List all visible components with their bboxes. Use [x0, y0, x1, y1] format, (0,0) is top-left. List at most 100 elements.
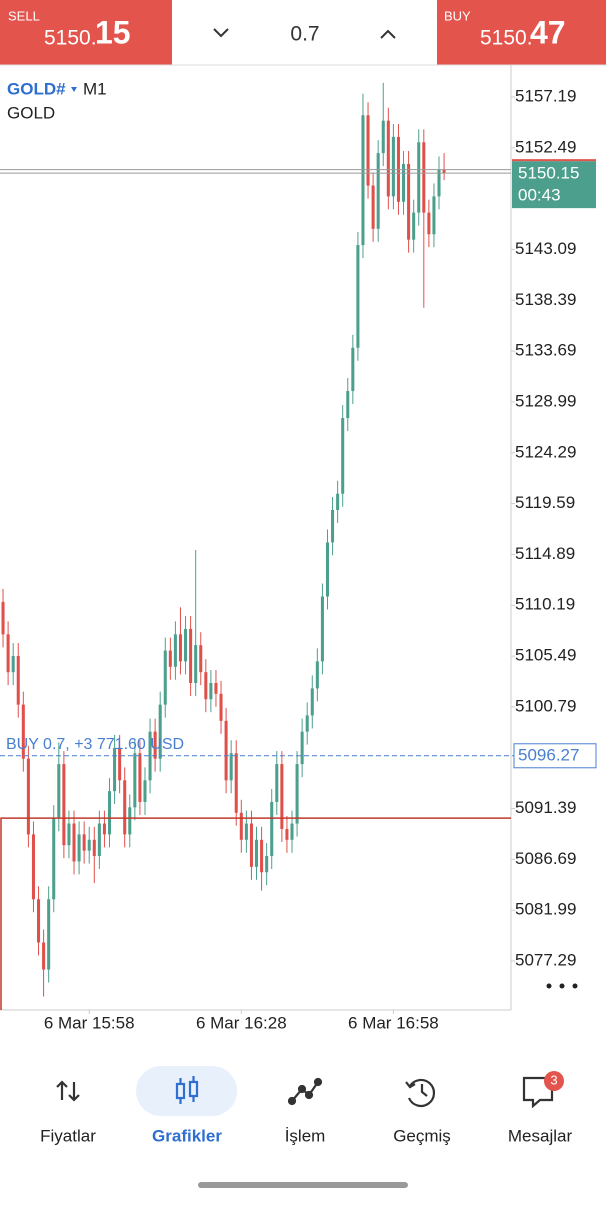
- candle-body: [204, 672, 208, 700]
- candle-body: [143, 780, 147, 802]
- candle-body: [67, 823, 71, 846]
- candle-body: [300, 731, 304, 765]
- candle-body: [37, 899, 41, 943]
- nav-label[interactable]: İşlem: [285, 1126, 326, 1145]
- timeframe: M1: [83, 79, 107, 98]
- sell-label: SELL: [8, 8, 40, 23]
- nav-label[interactable]: Grafikler: [152, 1126, 222, 1145]
- candle-body: [407, 163, 411, 240]
- candle-body: [280, 764, 284, 829]
- candle-body: [234, 753, 238, 813]
- candle-body: [148, 731, 152, 781]
- candle-body: [214, 682, 218, 694]
- candle-body: [341, 418, 345, 494]
- candle-body: [102, 823, 106, 835]
- candle-body: [47, 899, 51, 970]
- candle-body: [11, 655, 15, 673]
- y-tick-label: 5077.29: [515, 950, 576, 969]
- nav-icon-charts[interactable]: [175, 1076, 199, 1104]
- level-line: [0, 817, 511, 1010]
- candle-body: [21, 704, 25, 759]
- volume-up[interactable]: [380, 29, 396, 39]
- countdown: 00:43: [518, 186, 561, 205]
- candle-body: [77, 834, 81, 862]
- candle-body: [194, 645, 198, 683]
- sell-price-main: 5150.: [44, 27, 97, 50]
- candle-body: [285, 828, 289, 840]
- candle-body: [118, 747, 122, 781]
- candle-body: [315, 661, 319, 689]
- y-tick-label: 5110.19: [515, 595, 575, 614]
- candle-body: [62, 764, 66, 846]
- y-tick-label: 5128.99: [515, 391, 576, 410]
- sell-button[interactable]: [0, 0, 172, 65]
- candle-body: [92, 839, 96, 857]
- buy-label: BUY: [444, 8, 471, 23]
- nav-icon-quotes[interactable]: [56, 1080, 80, 1102]
- x-tick-label: 6 Mar 15:58: [44, 1013, 135, 1032]
- candle-body: [361, 115, 365, 246]
- candle-body: [295, 764, 299, 824]
- candle-body: [356, 245, 360, 348]
- more-dot[interactable]: [572, 983, 578, 989]
- x-tick-label: 6 Mar 16:58: [348, 1013, 439, 1032]
- x-tick-label: 6 Mar 16:28: [196, 1013, 287, 1032]
- candle-body: [310, 688, 314, 716]
- sell-price-pips: 15: [95, 14, 131, 50]
- y-tick-label: 5133.69: [515, 341, 576, 360]
- bid-box-top: [512, 159, 596, 162]
- candle-body: [320, 596, 324, 662]
- candle-body: [173, 634, 177, 667]
- candle-body: [376, 153, 380, 229]
- candle-body: [325, 542, 330, 597]
- candle-body: [391, 136, 395, 197]
- y-tick-label: 5081.99: [515, 900, 576, 919]
- y-tick-label: 5119.59: [515, 493, 575, 512]
- nav-icon-trade[interactable]: [287, 1077, 323, 1106]
- candle-body: [260, 839, 264, 873]
- candle-body: [184, 628, 188, 662]
- more-dot[interactable]: [559, 983, 565, 989]
- bid-price: 5150.15: [518, 164, 579, 183]
- y-tick-label: 5105.49: [515, 646, 576, 665]
- candle-body: [97, 823, 101, 857]
- symbol[interactable]: GOLD#: [7, 79, 66, 98]
- candle-body: [371, 185, 375, 229]
- y-tick-label: 5100.79: [515, 696, 576, 715]
- volume-down[interactable]: [213, 28, 229, 38]
- candle-body: [16, 655, 20, 705]
- candle-body: [57, 764, 61, 819]
- candle-body: [427, 212, 431, 235]
- candle-body: [366, 115, 370, 186]
- nav-label[interactable]: Fiyatlar: [40, 1126, 96, 1145]
- y-tick-label: 5114.89: [515, 544, 575, 563]
- candle-body: [336, 493, 340, 510]
- description: GOLD: [7, 103, 55, 122]
- nav-active-pill: [136, 1066, 237, 1116]
- candle-body: [209, 682, 213, 700]
- candle-body: [437, 169, 441, 197]
- bid-box: [512, 161, 596, 209]
- y-tick-label: 5086.69: [515, 849, 576, 868]
- candle-body: [422, 142, 426, 213]
- candle-body: [72, 823, 76, 862]
- volume[interactable]: 0.7: [290, 23, 319, 46]
- buy-button[interactable]: [437, 0, 606, 65]
- nav-label[interactable]: Mesajlar: [508, 1126, 573, 1145]
- nav-icon-history[interactable]: [405, 1078, 436, 1108]
- candle-body: [168, 650, 172, 667]
- nav-label[interactable]: Geçmiş: [393, 1126, 451, 1145]
- symbol-dropdown[interactable]: [71, 87, 77, 92]
- candle-body: [351, 347, 355, 392]
- candle-body: [87, 839, 91, 851]
- candle-body: [239, 812, 243, 840]
- candle-body: [26, 758, 30, 835]
- candle-body: [163, 650, 167, 705]
- more-dot[interactable]: [546, 983, 552, 989]
- candle-body: [133, 753, 137, 808]
- position-label: BUY 0.7, +3 771.60 USD: [6, 736, 184, 753]
- candle-body: [432, 196, 436, 235]
- candle-body: [265, 856, 269, 873]
- y-tick-label: 5124.29: [515, 442, 576, 461]
